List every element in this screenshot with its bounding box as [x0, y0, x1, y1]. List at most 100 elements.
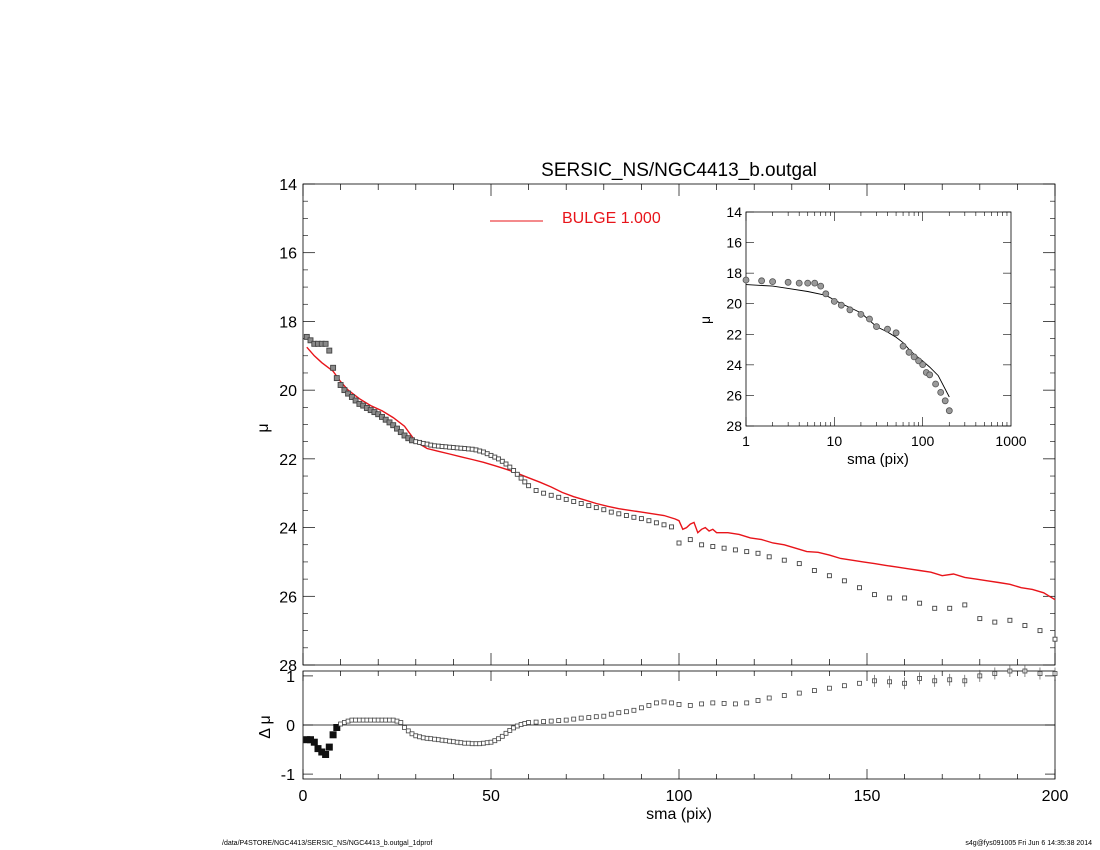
- inset-data-point: [830, 297, 838, 305]
- main-data-point: [638, 516, 644, 522]
- main-ticks: 14 16 18 20 22 24 26 28: [279, 177, 1056, 675]
- residual-point: [733, 701, 738, 707]
- main-data-point: [345, 390, 352, 397]
- residual-point: [541, 719, 546, 724]
- residual-point: [563, 717, 569, 723]
- inset-data-point: [795, 279, 803, 287]
- inset-y-tick-label: 28: [726, 418, 742, 434]
- inset-x-tick-label: 1: [742, 433, 750, 449]
- residual-point: [578, 715, 584, 721]
- residual-point: [616, 710, 622, 716]
- inset-y-tick-label: 16: [726, 235, 742, 251]
- inset-data-point: [941, 397, 949, 405]
- inset-ticks: 14 16 18 20 22 24 26 281 10 100 1000: [726, 204, 1026, 449]
- inset-y-tick-label: 14: [726, 204, 742, 220]
- inset-data-point: [769, 278, 776, 286]
- residual-point: [503, 730, 509, 736]
- main-data-point: [766, 554, 772, 560]
- residual-point: [646, 703, 652, 708]
- main-data-point: [744, 549, 750, 555]
- main-data-point: [330, 364, 337, 371]
- main-data-point: [394, 425, 400, 432]
- main-data-point: [631, 514, 637, 520]
- main-data-point: [661, 522, 667, 528]
- main-data-point: [333, 375, 340, 382]
- inset-y-tick-label: 20: [726, 296, 742, 312]
- residual-point: [755, 698, 761, 703]
- residual-x-tick-label: 200: [1042, 788, 1069, 805]
- residual-point: [371, 717, 377, 723]
- main-data-point: [732, 547, 738, 553]
- inset-data-point: [758, 277, 765, 285]
- inset-data-point: [804, 279, 812, 287]
- main-data-point: [992, 619, 998, 625]
- residual-point: [364, 717, 370, 723]
- main-data-point: [563, 496, 569, 502]
- main-data-point: [526, 483, 532, 489]
- residual-point: [654, 700, 659, 706]
- residual-point: [601, 713, 607, 719]
- inset-data-point: [742, 276, 750, 284]
- main-data-point: [676, 540, 682, 546]
- residual-point: [556, 718, 562, 723]
- main-y-axis-label: μ: [255, 423, 272, 432]
- inset-data-point: [932, 380, 939, 388]
- main-data-point: [872, 592, 877, 598]
- residual-y-axis-label: Δ μ: [257, 715, 274, 738]
- residual-point: [676, 702, 682, 707]
- main-data-point: [303, 333, 310, 340]
- main-y-tick-label: 16: [279, 246, 297, 263]
- main-data-point: [699, 542, 705, 548]
- residual-point: [687, 703, 693, 708]
- residual-point: [356, 717, 362, 723]
- residual-point: [812, 688, 817, 693]
- inset-data-point: [784, 278, 792, 286]
- residual-point: [322, 751, 330, 758]
- main-data-point: [578, 501, 584, 506]
- main-data-point: [811, 568, 817, 573]
- inset-x-axis-label: sma (pix): [847, 451, 909, 468]
- main-model-line: [306, 346, 1056, 601]
- main-data-point: [307, 337, 314, 344]
- inset-y-axis-label: μ: [697, 316, 713, 324]
- residual-point: [710, 700, 716, 706]
- main-y-tick-label: 24: [279, 521, 297, 538]
- main-data-point: [841, 578, 847, 584]
- residual-point: [661, 699, 667, 705]
- residual-point: [593, 714, 599, 720]
- inset-data-point: [915, 357, 922, 365]
- inset-y-tick-label: 22: [726, 326, 742, 342]
- main-data-point: [571, 499, 577, 504]
- inset-plot-frame: [745, 211, 1012, 427]
- inset-data-point: [899, 342, 907, 350]
- footer-user-timestamp: s4g@fys091005 Fri Jun 6 14:35:38 2014: [965, 840, 1092, 847]
- inset-data-point: [910, 353, 918, 361]
- residual-point: [586, 715, 592, 720]
- inset-data-series: [742, 276, 953, 415]
- main-data-point: [533, 488, 539, 493]
- inset-y-tick-label: 26: [726, 387, 742, 403]
- residual-point: [405, 728, 411, 734]
- main-data-point: [518, 475, 524, 481]
- legend: BULGE 1.000: [490, 210, 661, 227]
- inset-data-point: [866, 315, 873, 323]
- inset-data-point: [919, 361, 927, 369]
- main-data-point: [608, 509, 614, 515]
- main-data-point: [326, 347, 333, 354]
- main-y-tick-label: 28: [279, 658, 297, 675]
- main-data-point: [514, 471, 520, 477]
- inset-data-point: [937, 388, 945, 396]
- residual-point: [450, 739, 456, 745]
- residual-x-tick-label: 150: [854, 788, 881, 805]
- main-data-point: [616, 511, 622, 517]
- legend-label-bulge: BULGE 1.000: [562, 210, 661, 227]
- residual-point: [420, 735, 426, 741]
- inset-x-tick-label: 100: [911, 433, 935, 449]
- residual-x-axis-label: sma (pix): [646, 806, 712, 823]
- residual-point: [857, 680, 862, 686]
- main-data-point: [601, 507, 607, 513]
- main-data-point: [947, 605, 953, 611]
- residual-point: [533, 719, 539, 725]
- main-data-point: [917, 600, 923, 606]
- residual-point: [458, 740, 464, 746]
